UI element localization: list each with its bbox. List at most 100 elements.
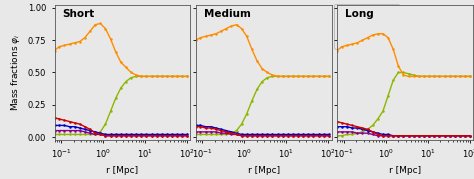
WHIM (223, 28, 229, 30)
Hot Gas (275, 135, 281, 137)
Text: Long: Long (346, 9, 374, 19)
WHIM (391, 48, 396, 50)
WHIM (385, 37, 391, 39)
Hot Gas (316, 135, 321, 137)
Hot Gas (249, 135, 255, 137)
Halo Gas (406, 135, 411, 137)
Diffuse IGM (234, 130, 239, 132)
Hot Gas (149, 135, 155, 137)
Diffuse IGM (228, 132, 234, 134)
WHIM (259, 67, 265, 70)
Hot Gas (339, 122, 345, 124)
Hot Gas (92, 132, 98, 134)
Diffuse IGM (391, 79, 396, 81)
Diffuse IGM (447, 75, 453, 78)
WCGM (244, 135, 250, 137)
WCGM (118, 135, 124, 137)
WCGM (421, 135, 427, 137)
Diffuse IGM (310, 75, 316, 78)
Halo Gas (164, 133, 170, 136)
Hot Gas (123, 135, 129, 137)
Diffuse IGM (159, 75, 164, 78)
WHIM (349, 43, 355, 45)
WCGM (321, 135, 327, 137)
WCGM (56, 130, 62, 132)
Diffuse IGM (87, 133, 93, 136)
WHIM (77, 40, 82, 43)
Halo Gas (375, 132, 381, 134)
Hot Gas (144, 135, 149, 137)
WCGM (295, 135, 301, 137)
WHIM (316, 75, 321, 78)
Halo Gas (321, 133, 327, 136)
Hot Gas (416, 135, 422, 137)
Hot Gas (437, 135, 442, 137)
Diffuse IGM (56, 133, 62, 136)
Hot Gas (462, 135, 468, 137)
Diffuse IGM (316, 75, 321, 78)
WHIM (193, 39, 199, 41)
Diffuse IGM (360, 131, 365, 133)
Halo Gas (144, 133, 149, 136)
Halo Gas (344, 126, 350, 128)
Halo Gas (254, 133, 260, 136)
WCGM (223, 132, 229, 134)
WHIM (365, 37, 370, 39)
WHIM (355, 42, 360, 44)
Halo Gas (56, 124, 62, 127)
WHIM (138, 75, 144, 78)
WCGM (380, 135, 386, 137)
Diffuse IGM (198, 133, 203, 136)
Hot Gas (239, 135, 245, 137)
Halo Gas (401, 135, 406, 137)
WCGM (370, 133, 375, 136)
Halo Gas (62, 124, 67, 127)
Diffuse IGM (164, 75, 170, 78)
WHIM (270, 74, 275, 76)
WCGM (457, 135, 463, 137)
WCGM (92, 133, 98, 136)
WHIM (431, 75, 437, 78)
Text: Medium: Medium (204, 9, 251, 19)
WHIM (198, 37, 203, 39)
Y-axis label: Mass fractions $\varphi_i$: Mass fractions $\varphi_i$ (9, 34, 22, 111)
WHIM (416, 75, 422, 78)
Hot Gas (344, 123, 350, 125)
Hot Gas (301, 135, 306, 137)
WHIM (421, 75, 427, 78)
Diffuse IGM (411, 74, 417, 76)
Halo Gas (234, 132, 239, 134)
Hot Gas (180, 135, 185, 137)
WCGM (339, 131, 345, 133)
Diffuse IGM (133, 75, 139, 78)
Diffuse IGM (102, 123, 108, 125)
WCGM (98, 133, 103, 136)
Halo Gas (349, 127, 355, 129)
WCGM (285, 135, 291, 137)
WCGM (62, 130, 67, 132)
Diffuse IGM (467, 75, 473, 78)
Halo Gas (365, 130, 370, 132)
Diffuse IGM (275, 75, 281, 78)
WHIM (159, 75, 164, 78)
WHIM (334, 49, 340, 52)
WCGM (72, 130, 77, 132)
Halo Gas (123, 133, 129, 136)
Halo Gas (159, 133, 164, 136)
Diffuse IGM (67, 133, 73, 136)
WCGM (375, 135, 381, 137)
Diffuse IGM (92, 133, 98, 136)
WHIM (154, 75, 160, 78)
WCGM (254, 135, 260, 137)
Diffuse IGM (203, 133, 209, 136)
Diffuse IGM (154, 75, 160, 78)
Hot Gas (411, 135, 417, 137)
Line: Halo Gas: Halo Gas (195, 124, 330, 136)
Diffuse IGM (295, 75, 301, 78)
Halo Gas (174, 133, 180, 136)
WCGM (198, 131, 203, 133)
Legend: Diffuse IGM, WHIM, WCGM, Halo Gas, Hot Gas: Diffuse IGM, WHIM, WCGM, Halo Gas, Hot G… (335, 4, 399, 49)
WHIM (406, 75, 411, 78)
Hot Gas (310, 135, 316, 137)
Hot Gas (219, 130, 224, 132)
